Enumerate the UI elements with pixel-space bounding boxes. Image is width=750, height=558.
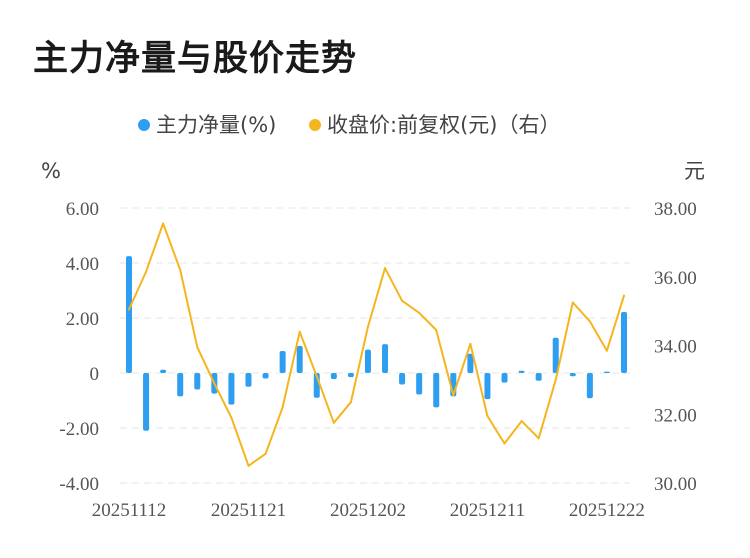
- chart-title: 主力净量与股价走势: [33, 39, 358, 79]
- x-tick-label: 20251202: [330, 500, 406, 521]
- x-tick-label: 20251112: [92, 500, 167, 521]
- line-series: [128, 222, 625, 467]
- bar: [621, 311, 627, 373]
- right-axis-ticks: 38.00 36.00 34.00 32.00 30.00: [654, 199, 697, 495]
- legend-bar-marker: [138, 119, 150, 131]
- bar: [569, 373, 576, 377]
- bar: [603, 371, 610, 373]
- bar: [262, 373, 269, 379]
- gridlines: [120, 207, 630, 484]
- right-tick-label: 32.00: [654, 405, 697, 426]
- bar: [177, 373, 184, 397]
- bar: [245, 373, 252, 387]
- left-tick-label: 6.00: [66, 199, 99, 220]
- bar: [160, 369, 167, 373]
- bar: [347, 373, 354, 378]
- x-tick-label: 20251121: [211, 500, 286, 521]
- line-point: [264, 452, 267, 455]
- left-axis-ticks: 6.00 4.00 2.00 0 -2.00 -4.00: [59, 199, 99, 495]
- right-tick-label: 30.00: [654, 474, 697, 495]
- bar: [535, 373, 542, 381]
- line-point: [486, 414, 489, 417]
- bar: [518, 370, 525, 373]
- line-point: [520, 420, 523, 423]
- right-tick-label: 38.00: [654, 199, 697, 220]
- line-point: [623, 294, 625, 297]
- line-point: [230, 416, 233, 419]
- line-point: [145, 270, 148, 273]
- x-tick-label: 20251211: [450, 500, 525, 521]
- right-axis-unit: 元: [684, 159, 705, 183]
- line-point: [196, 346, 199, 349]
- bar: [467, 353, 474, 373]
- line-point: [213, 382, 216, 385]
- line-point: [298, 330, 301, 333]
- line-point: [605, 349, 608, 352]
- x-axis-ticks: 20251112 20251121 20251202 20251211 20251222: [92, 500, 645, 521]
- bar: [399, 373, 406, 385]
- line-point: [469, 342, 472, 345]
- bar: [416, 373, 423, 395]
- line-point: [554, 378, 557, 381]
- bar: [228, 373, 235, 405]
- line-point: [571, 301, 574, 304]
- right-tick-label: 36.00: [654, 268, 697, 289]
- line-point: [128, 308, 130, 311]
- legend-line-marker: [309, 119, 321, 131]
- line-point: [503, 442, 506, 445]
- line-point: [247, 464, 250, 467]
- bar: [279, 351, 286, 373]
- line-point: [179, 268, 182, 271]
- bar: [586, 373, 593, 399]
- legend: 主力净量(%) 收盘价:前复权(元)（右）: [138, 113, 560, 137]
- x-tick-label: 20251222: [569, 500, 645, 521]
- bar: [364, 349, 371, 373]
- line-point: [435, 329, 438, 332]
- bar: [382, 344, 389, 373]
- line-point: [332, 421, 335, 424]
- bar-series: [126, 256, 627, 431]
- bar: [126, 256, 132, 373]
- line-point: [315, 375, 318, 378]
- bar: [501, 373, 508, 383]
- line-point: [162, 222, 165, 225]
- price-line: [128, 222, 625, 467]
- left-axis-unit: %: [41, 159, 61, 183]
- line-point: [281, 406, 284, 409]
- bar: [143, 373, 150, 431]
- right-tick-label: 34.00: [654, 337, 697, 358]
- line-point: [452, 394, 455, 397]
- line-point: [401, 299, 404, 302]
- line-point: [384, 267, 387, 270]
- left-tick-label: 0: [90, 364, 100, 385]
- bar: [296, 346, 303, 373]
- left-tick-label: 4.00: [66, 254, 99, 275]
- bar: [552, 337, 559, 373]
- line-point: [418, 311, 421, 314]
- legend-line-label: 收盘价:前复权(元)（右）: [327, 113, 560, 137]
- line-point: [588, 320, 591, 323]
- line-point: [537, 437, 540, 440]
- left-tick-label: 2.00: [66, 309, 99, 330]
- bar: [484, 373, 491, 400]
- left-tick-label: -4.00: [59, 474, 99, 495]
- bar: [194, 373, 201, 390]
- left-tick-label: -2.00: [59, 419, 99, 440]
- bar: [330, 373, 337, 380]
- legend-bar-label: 主力净量(%): [156, 113, 276, 137]
- line-point: [366, 325, 369, 328]
- line-point: [349, 401, 352, 404]
- bar: [433, 373, 440, 408]
